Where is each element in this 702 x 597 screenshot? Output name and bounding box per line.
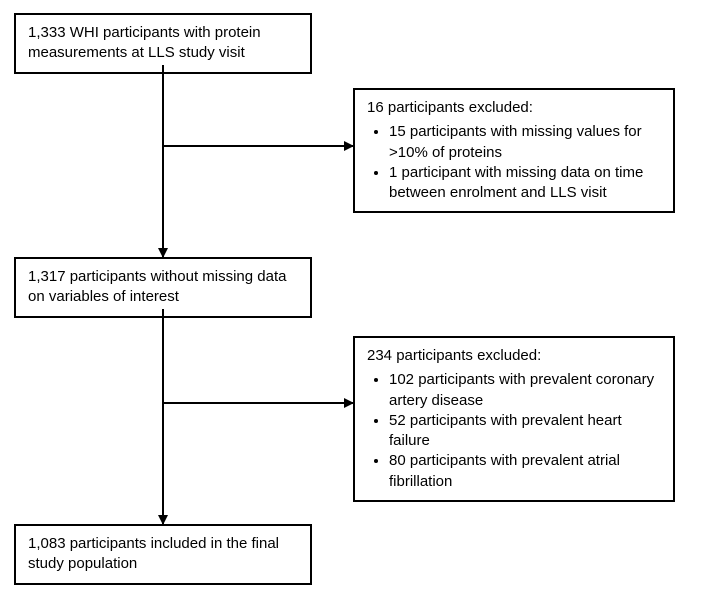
flowchart-canvas: 1,333 WHI participants with protein meas…: [0, 0, 702, 597]
arrow-layer: [0, 0, 702, 597]
